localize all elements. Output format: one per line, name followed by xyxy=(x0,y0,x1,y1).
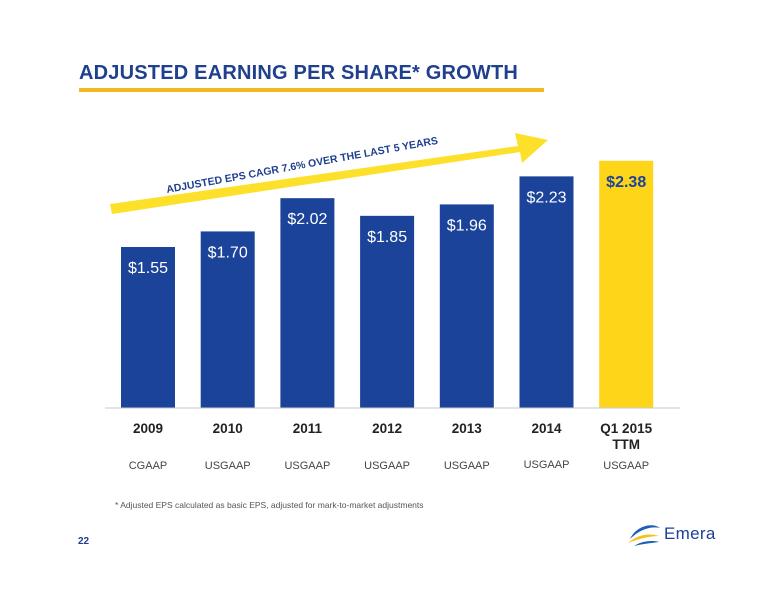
bar-2 xyxy=(280,198,335,408)
gaap-label-5: USGAAP xyxy=(524,459,570,471)
title-underline xyxy=(79,88,544,92)
x-tick-label-3: 2012 xyxy=(372,421,402,436)
page-number: 22 xyxy=(78,536,90,547)
gaap-label-1: USGAAP xyxy=(205,460,251,472)
x-tick-label-4: 2013 xyxy=(452,421,483,436)
emera-logo: Emera xyxy=(626,520,716,548)
bar-3 xyxy=(360,215,415,408)
bar-value-label-1: $1.70 xyxy=(208,244,248,261)
emera-logo-icon xyxy=(628,525,660,546)
x-tick-label-5: 2014 xyxy=(531,421,562,436)
bar-4 xyxy=(439,204,494,408)
bar-0 xyxy=(121,247,175,408)
bar-value-label-0: $1.55 xyxy=(128,260,168,277)
bar-5 xyxy=(519,176,574,408)
bar-value-label-2: $2.02 xyxy=(287,211,327,228)
x-tick-label-6: Q1 2015 TTM xyxy=(600,421,652,452)
bar-value-label-6: $2.38 xyxy=(606,174,646,191)
bar-value-label-5: $2.23 xyxy=(526,189,566,206)
bar-value-label-3: $1.85 xyxy=(367,229,407,246)
gaap-label-6: USGAAP xyxy=(603,460,649,472)
bar-value-label-4: $1.96 xyxy=(447,217,487,234)
page-title: ADJUSTED EARNING PER SHARE* GROWTH xyxy=(79,62,519,84)
x-tick-label-2: 2011 xyxy=(293,421,323,436)
footnote: * Adjusted EPS calculated as basic EPS, … xyxy=(115,500,424,510)
x-tick-label-1: 2010 xyxy=(213,421,243,436)
cagr-arrow-shape xyxy=(110,133,548,214)
bar-1 xyxy=(200,231,255,408)
x-tick-label-0: 2009 xyxy=(133,421,163,436)
logo-text: Emera xyxy=(664,524,716,543)
gaap-label-2: USGAAP xyxy=(284,460,330,472)
bar-6 xyxy=(599,160,654,408)
gaap-label-4: USGAAP xyxy=(444,460,490,472)
bars-group: $1.55 2009 CGAAP $1.70 2010 USGAAP $2.02 2011 US… xyxy=(121,160,654,472)
gaap-label-0: CGAAP xyxy=(129,460,168,472)
gaap-label-3: USGAAP xyxy=(364,460,410,472)
